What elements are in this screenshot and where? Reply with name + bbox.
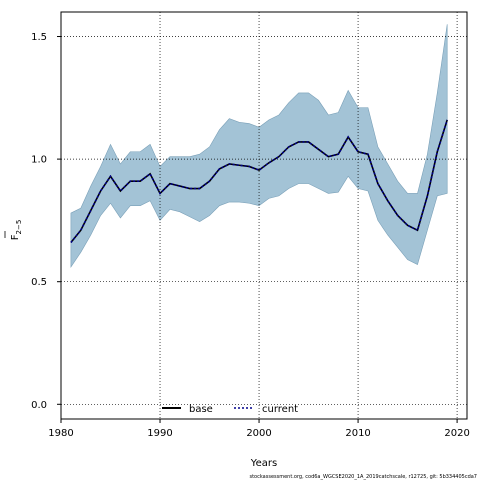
x-axis-label: Years [250, 458, 277, 469]
legend: base current [162, 404, 298, 415]
svg-text:F2−5: F2−5 [10, 220, 23, 241]
confidence-band [70, 24, 448, 268]
y-tick-label-1.5: 1.5 [31, 32, 47, 43]
footnote: stockassessment.org, cod6a_WGCSE2020_1A_… [249, 474, 477, 480]
legend-label-base: base [189, 404, 213, 415]
y-tick-label-0: 0.0 [31, 400, 47, 411]
x-tick-label-2010: 2010 [345, 428, 370, 439]
x-tick-label-1990: 1990 [147, 428, 172, 439]
x-tick-label-1980: 1980 [48, 428, 73, 439]
series-layer [70, 119, 448, 243]
y-axis-label-main: F [10, 234, 21, 240]
plot-frame [60, 11, 468, 420]
series-line-current [70, 119, 448, 243]
y-axis-label: F2−5 [4, 220, 23, 241]
x-tick-label-2020: 2020 [444, 428, 469, 439]
axis-ticks: 1980 1990 2000 2010 2020 0.0 0.5 1.0 1.5 [31, 32, 470, 439]
y-tick-label-0.5: 0.5 [31, 277, 47, 288]
y-axis-label-subscript: 2−5 [15, 220, 23, 235]
y-tick-label-1: 1.0 [31, 155, 47, 166]
confidence-band-layer [70, 24, 448, 268]
x-tick-label-2000: 2000 [246, 428, 271, 439]
legend-label-current: current [262, 404, 298, 415]
